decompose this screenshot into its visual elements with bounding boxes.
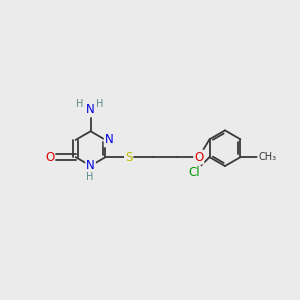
Text: O: O	[194, 151, 203, 164]
Text: N: N	[86, 103, 95, 116]
Text: H: H	[96, 99, 103, 109]
Text: N: N	[105, 134, 113, 146]
Text: H: H	[86, 172, 94, 182]
Text: S: S	[125, 151, 132, 164]
Text: CH₃: CH₃	[258, 152, 276, 162]
Text: N: N	[86, 159, 95, 172]
Text: Cl: Cl	[189, 167, 200, 179]
Text: O: O	[45, 151, 54, 164]
Text: H: H	[76, 99, 84, 109]
